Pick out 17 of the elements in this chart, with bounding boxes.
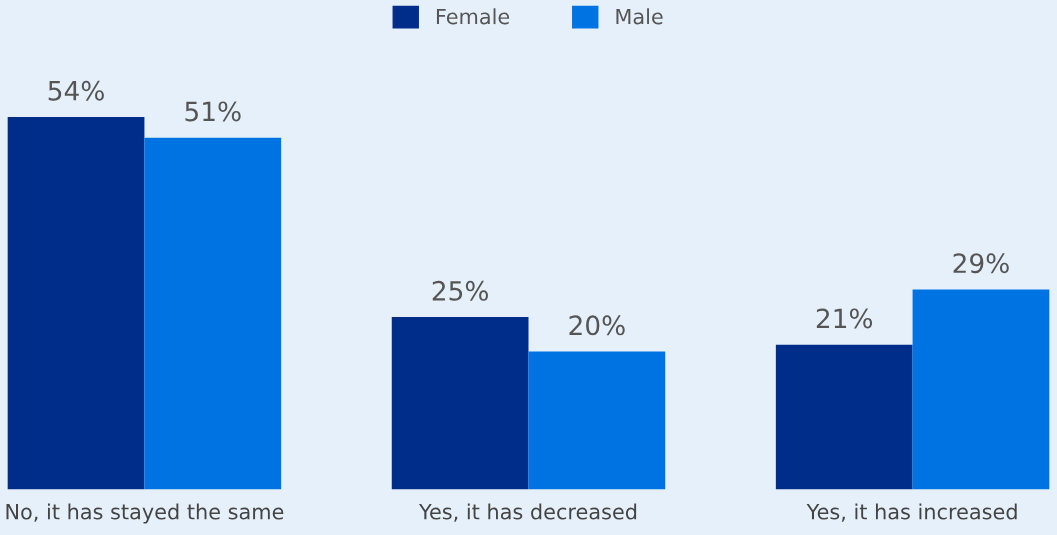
data-label: 51% [185, 101, 241, 122]
data-label: 25% [432, 280, 488, 301]
legend-label: Female [436, 8, 510, 25]
bar [912, 289, 1050, 490]
bar [775, 344, 913, 490]
x-tick-label: No, it has stayed the same [6, 503, 284, 524]
x-tick-label: Yes, it has decreased [418, 503, 637, 522]
bar [144, 137, 282, 490]
bar [7, 116, 145, 490]
legend-label: Male [616, 8, 663, 25]
bar [391, 317, 529, 490]
data-label: 21% [816, 308, 873, 329]
data-label: 29% [953, 253, 1009, 274]
data-label: 20% [569, 315, 625, 336]
data-label: 54% [48, 80, 104, 101]
bar [528, 351, 666, 490]
x-tick-label: Yes, it has increased [806, 503, 1017, 522]
